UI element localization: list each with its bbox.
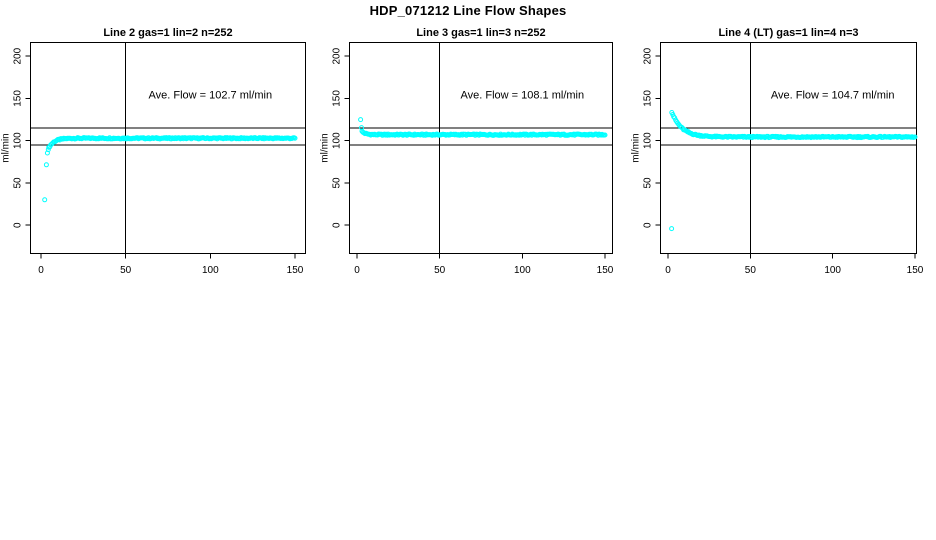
panel-title: Line 3 gas=1 lin=3 n=252 <box>416 27 545 39</box>
x-tick-label: 50 <box>120 265 132 276</box>
x-tick-label: 150 <box>597 265 614 276</box>
data-point <box>292 135 298 141</box>
x-tick-label: 50 <box>434 265 446 276</box>
data-points <box>358 117 608 138</box>
x-tick-label: 100 <box>202 265 219 276</box>
y-axis-label: ml/min <box>1 133 12 162</box>
plot-border <box>349 42 613 254</box>
ave-flow-label: Ave. Flow = 104.7 ml/min <box>771 90 895 102</box>
y-tick-label: 100 <box>13 132 24 149</box>
data-point <box>43 162 49 168</box>
y-tick-label: 150 <box>332 90 343 107</box>
y-tick-label: 200 <box>332 47 343 64</box>
data-points <box>42 135 298 203</box>
x-tick-label: 0 <box>38 265 44 276</box>
panel-title: Line 2 gas=1 lin=2 n=252 <box>103 27 232 39</box>
y-axis-label: ml/min <box>631 133 642 162</box>
panel-2: 0 50 100 150 0 50 100 150 200 ml/min Line 3 gas=1 … <box>320 27 614 276</box>
y-tick-label: 100 <box>643 132 654 149</box>
y-tick-label: 100 <box>332 132 343 149</box>
x-tick-label: 150 <box>907 265 924 276</box>
data-points <box>669 110 918 232</box>
x-tick-label: 0 <box>665 265 671 276</box>
y-tick-label: 150 <box>643 90 654 107</box>
y-tick-label: 0 <box>643 222 654 228</box>
data-point <box>42 197 48 203</box>
panel-title: Line 4 (LT) gas=1 lin=4 n=3 <box>718 27 858 39</box>
ave-flow-label: Ave. Flow = 102.7 ml/min <box>149 90 273 102</box>
plot-border <box>660 42 917 254</box>
x-tick-label: 0 <box>354 265 360 276</box>
y-axis-label: ml/min <box>320 133 331 162</box>
x-tick-label: 100 <box>824 265 841 276</box>
data-point <box>669 226 675 232</box>
x-tick-label: 150 <box>287 265 304 276</box>
data-point <box>912 134 918 140</box>
y-tick-label: 200 <box>13 47 24 64</box>
ave-flow-label: Ave. Flow = 108.1 ml/min <box>461 90 585 102</box>
x-tick-label: 100 <box>514 265 531 276</box>
chart-title: HDP_071212 Line Flow Shapes <box>369 3 567 18</box>
y-tick-label: 50 <box>13 177 24 189</box>
data-point <box>602 132 608 138</box>
y-tick-label: 0 <box>13 222 24 228</box>
y-tick-label: 150 <box>13 90 24 107</box>
panel-1: 0 50 100 150 0 50 100 150 200 ml/min Line 2 gas=1 … <box>1 27 306 276</box>
panel-3: 0 50 100 150 0 50 100 150 200 ml/min Line 4 (LT) g… <box>631 27 924 276</box>
plot-border <box>30 42 306 254</box>
y-tick-label: 50 <box>332 177 343 189</box>
y-tick-label: 200 <box>643 47 654 64</box>
data-point <box>358 117 364 123</box>
x-tick-label: 50 <box>745 265 757 276</box>
y-tick-label: 0 <box>332 222 343 228</box>
y-tick-label: 50 <box>643 177 654 189</box>
